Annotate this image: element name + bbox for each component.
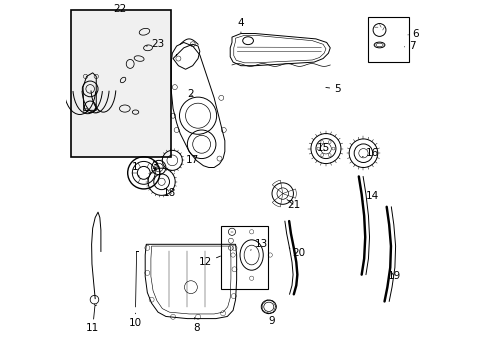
Text: 7: 7 <box>404 41 415 51</box>
Text: 11: 11 <box>86 306 99 333</box>
Text: 15: 15 <box>316 143 329 153</box>
Text: 3: 3 <box>151 161 158 171</box>
Text: 1: 1 <box>132 162 139 176</box>
Text: 16: 16 <box>362 148 378 158</box>
Bar <box>71 10 171 157</box>
Text: 23: 23 <box>146 39 164 49</box>
Text: 17: 17 <box>181 156 199 165</box>
Text: 20: 20 <box>288 248 305 258</box>
Bar <box>221 226 267 289</box>
Text: 19: 19 <box>387 271 400 282</box>
Text: 18: 18 <box>163 188 176 198</box>
Text: 21: 21 <box>286 199 300 210</box>
Bar <box>367 18 408 62</box>
Text: 5: 5 <box>325 84 340 94</box>
Text: 8: 8 <box>193 318 199 333</box>
Text: 13: 13 <box>250 239 268 250</box>
Text: 12: 12 <box>199 256 220 267</box>
Text: 2: 2 <box>187 89 194 99</box>
Text: 4: 4 <box>237 18 244 32</box>
Text: 6: 6 <box>407 28 418 39</box>
Text: 9: 9 <box>267 312 274 326</box>
Text: 10: 10 <box>129 313 142 328</box>
Text: 14: 14 <box>362 191 378 202</box>
Text: 22: 22 <box>113 4 126 14</box>
